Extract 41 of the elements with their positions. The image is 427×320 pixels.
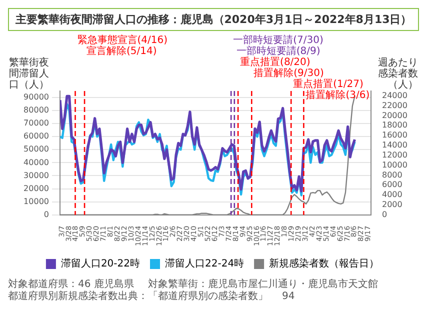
y2-tick-label: 22000 [382, 100, 408, 110]
y2-tick-label: 16000 [382, 130, 408, 140]
y-tick-label: 70000 [24, 118, 49, 128]
ref-line-label: 緊急事態宣言(4/16) [77, 34, 168, 46]
y2-tick-label: 6000 [382, 180, 402, 190]
ref-line-label: 重点措置(1/27) [293, 78, 364, 90]
legend-label: 滞留人口20-22時 [60, 258, 140, 270]
y2-tick-label: 8000 [382, 170, 402, 180]
text: 94 [282, 291, 295, 303]
y-tick-label: 10000 [24, 196, 49, 206]
ref-line-label: 重点措置(8/20) [240, 56, 310, 68]
chart-title: 主要繁華街夜間滞留人口の推移：鹿児島（2020年3月1日～2022年8月13日） [8, 8, 419, 31]
y-tick-label: 0 [44, 210, 49, 219]
ref-line-label: 一部時短要請(8/9) [236, 45, 320, 57]
y-tick-label: 60000 [24, 132, 49, 141]
ref-line-label: 一部時短要請(7/30) [233, 34, 324, 46]
y-tick-label: 80000 [24, 106, 49, 115]
y2-tick-label: 0 [382, 210, 388, 219]
ref-line-label: 宣言解除(5/14) [86, 45, 157, 57]
y2-tick-label: 14000 [382, 140, 408, 150]
y2-tick-label: 20000 [382, 110, 408, 120]
ref-line-label: 措置解除(9/30) [254, 67, 324, 79]
y-tick-label: 20000 [24, 184, 49, 193]
y2-tick-label: 24000 [382, 91, 408, 100]
legend-label: 新規感染者数（報告日） [269, 258, 380, 270]
y2-axis-title: 週あたり感染者数（人） [378, 58, 418, 91]
y2-tick-label: 12000 [382, 150, 408, 160]
y-tick-label: 50000 [24, 144, 49, 154]
y-tick-label: 90000 [24, 92, 49, 102]
y2-tick-label: 18000 [382, 120, 408, 130]
ref-line-label: 措置解除(3/6) [306, 89, 370, 101]
y-axis-title: 繁華街夜間滞留人口（人） [9, 56, 49, 91]
y-tick-label: 30000 [24, 170, 49, 180]
text: 対象繁華街：鹿児島市屋仁川通り・鹿児島市天文館 [148, 279, 378, 290]
y2-tick-label: 4000 [382, 190, 402, 200]
legend-label: 滞留人口22-24時 [165, 258, 244, 270]
y2-tick-label: 10000 [382, 160, 408, 170]
text: 都道府県別新規感染者数出典：「都道府県別の感染者数」 [8, 291, 268, 303]
text: 対象都道府県：46 鹿児島県 [8, 279, 134, 290]
y2-tick-label: 2000 [382, 200, 402, 209]
y-tick-label: 40000 [24, 158, 49, 167]
